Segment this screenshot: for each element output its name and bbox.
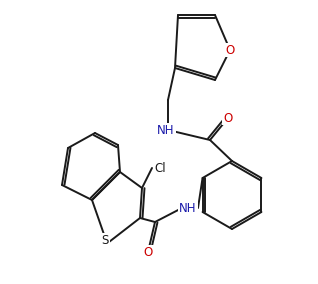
Text: S: S <box>101 233 109 247</box>
Text: O: O <box>143 245 153 258</box>
Text: NH: NH <box>179 202 197 214</box>
Text: Cl: Cl <box>154 162 166 174</box>
Text: O: O <box>223 112 233 124</box>
Text: O: O <box>225 43 235 57</box>
Text: NH: NH <box>157 124 175 137</box>
